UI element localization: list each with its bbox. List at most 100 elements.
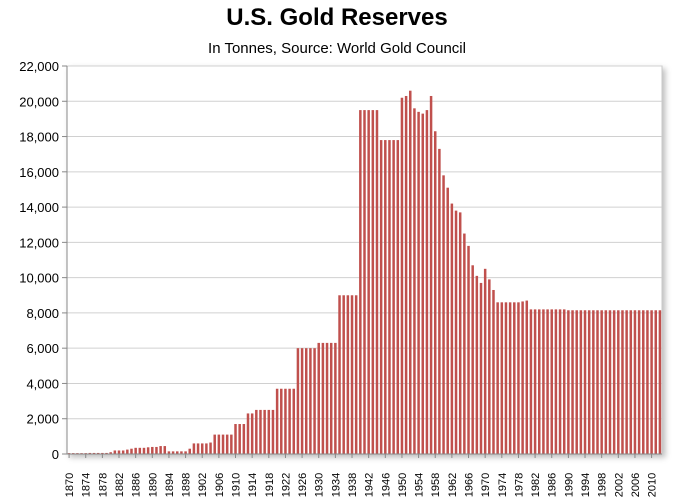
bar <box>621 310 624 454</box>
bar <box>263 409 266 454</box>
bar <box>571 310 574 454</box>
x-tick-label: 1966 <box>464 473 476 497</box>
bar <box>105 452 108 454</box>
bar <box>646 310 649 454</box>
x-tick-label: 1942 <box>364 473 376 497</box>
bar <box>492 289 495 454</box>
bar <box>126 449 129 454</box>
x-tick-label: 1910 <box>231 473 243 497</box>
x-tick-label: 1958 <box>430 473 442 497</box>
x-tick-label: 1882 <box>114 473 126 497</box>
bar <box>300 348 304 454</box>
bar <box>180 451 183 454</box>
bar <box>658 310 662 454</box>
x-tick-label: 1926 <box>297 473 309 497</box>
x-tick-label: 1990 <box>563 473 575 497</box>
bar <box>546 309 549 454</box>
x-tick-label: 1954 <box>414 473 426 497</box>
x-tick-label: 1982 <box>530 473 542 497</box>
x-tick-label: 1918 <box>264 473 276 497</box>
bar <box>413 108 416 454</box>
y-tick-label: 10,000 <box>19 271 59 286</box>
bar <box>346 295 350 454</box>
bar <box>388 140 391 454</box>
bar <box>604 310 608 454</box>
y-tick-label: 20,000 <box>19 94 59 109</box>
bar <box>475 275 479 454</box>
x-tick-label: 1914 <box>247 473 259 497</box>
bar <box>592 310 595 454</box>
bar <box>250 413 254 454</box>
bar <box>225 434 229 454</box>
bar <box>246 413 250 454</box>
bar <box>88 452 92 454</box>
bar <box>196 443 200 454</box>
bar <box>205 443 208 454</box>
bar <box>259 409 262 454</box>
chart-title: U.S. Gold Reserves <box>226 4 448 31</box>
y-tick-label: 16,000 <box>19 165 59 180</box>
x-tick-label: 1870 <box>64 473 76 497</box>
bar <box>305 348 308 454</box>
bar <box>392 140 395 454</box>
bar <box>267 409 271 454</box>
bar <box>483 268 487 454</box>
bar <box>404 95 408 455</box>
bar <box>163 446 167 454</box>
x-tick-label: 1978 <box>513 473 525 497</box>
bar <box>134 447 137 454</box>
bar <box>238 424 241 454</box>
bar <box>171 451 175 454</box>
x-tick-label: 1974 <box>497 473 509 497</box>
bar <box>271 409 275 454</box>
bar <box>188 448 191 454</box>
bar <box>221 434 225 454</box>
bar <box>325 342 329 454</box>
x-tick-label: 1938 <box>347 473 359 497</box>
x-tick-label: 1946 <box>380 473 392 497</box>
bar <box>433 131 437 454</box>
y-tick-label: 14,000 <box>19 200 59 215</box>
bar <box>296 348 300 454</box>
bar <box>496 302 499 454</box>
bar <box>579 310 583 454</box>
bar <box>321 342 325 454</box>
x-tick-label: 1898 <box>181 473 193 497</box>
bar <box>583 310 587 454</box>
x-tick-label: 1962 <box>447 473 459 497</box>
bar <box>159 446 162 454</box>
bar <box>400 97 404 454</box>
x-tick-label: 1998 <box>597 473 609 497</box>
bar <box>234 424 237 454</box>
bar <box>117 450 121 454</box>
bar <box>454 210 458 454</box>
bar <box>617 310 620 454</box>
bar <box>508 302 512 454</box>
bar <box>425 110 429 454</box>
bar <box>384 140 387 454</box>
bar <box>288 388 291 454</box>
x-tick-label: 1930 <box>314 473 326 497</box>
bar <box>438 148 441 454</box>
bar <box>379 140 383 454</box>
bar <box>242 424 246 454</box>
bar <box>633 310 637 454</box>
bar <box>550 309 553 454</box>
bar <box>213 434 216 454</box>
bar <box>567 310 570 454</box>
x-tick-label: 2006 <box>630 473 642 497</box>
bar <box>600 310 603 454</box>
bar <box>176 451 179 454</box>
bar <box>450 203 454 454</box>
bar <box>334 342 337 454</box>
bar <box>504 302 508 454</box>
x-tick-label: 1994 <box>580 473 592 497</box>
bar <box>101 452 104 454</box>
bar <box>280 388 283 454</box>
bar <box>396 140 400 454</box>
bar <box>354 295 358 454</box>
bar <box>625 310 628 454</box>
bar <box>363 110 366 454</box>
bar <box>608 310 612 454</box>
